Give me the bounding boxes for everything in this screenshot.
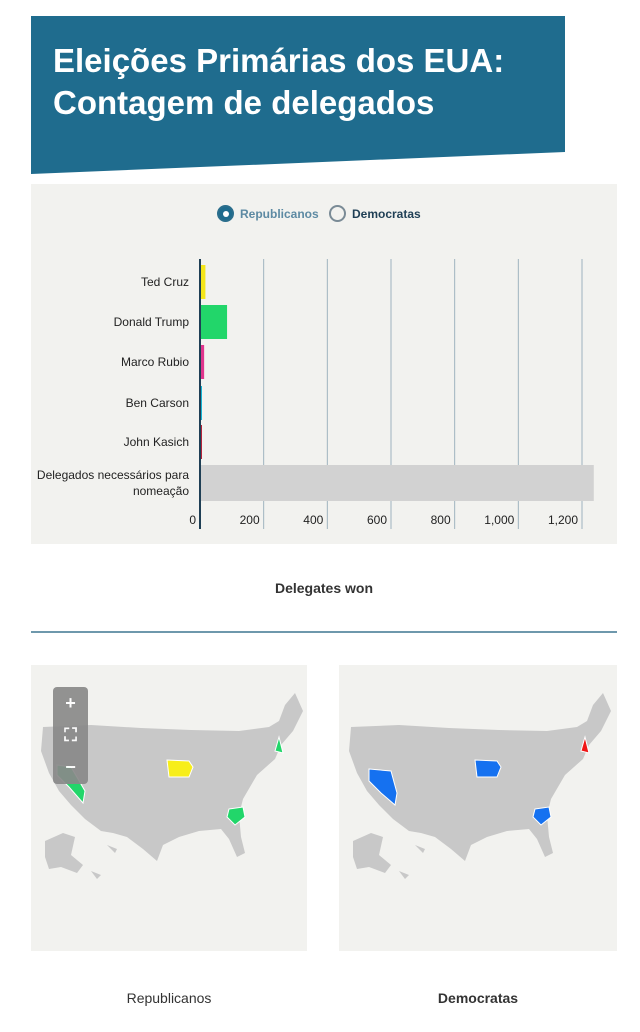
toggle-democrats-label: Democratas	[352, 206, 421, 221]
radio-republicans[interactable]	[217, 205, 234, 222]
map-zoom-controls: + ⛶ −	[53, 687, 88, 784]
page-title: Eleições Primárias dos EUA: Contagem de …	[53, 40, 504, 124]
map-republicans[interactable]: + ⛶ −	[31, 665, 307, 951]
x-tick-label: 800	[431, 513, 451, 527]
map-caption-democrats: Democratas	[437, 990, 519, 1006]
state-south-carolina	[532, 806, 552, 826]
title-line-2: Contagem de delegados	[53, 84, 435, 121]
toggle-democrats[interactable]: Democratas	[329, 205, 421, 222]
category-label: Ben Carson	[126, 396, 189, 410]
zoom-fit-button[interactable]: ⛶	[64, 724, 77, 745]
x-tick-label: 1,000	[484, 513, 514, 527]
bar	[200, 345, 205, 379]
title-line-1: Eleições Primárias dos EUA:	[53, 42, 505, 79]
zoom-out-button[interactable]: −	[65, 756, 76, 777]
x-tick-label: 0	[189, 513, 196, 527]
state-nevada	[368, 768, 398, 806]
toggle-republicans-label: Republicanos	[240, 206, 319, 221]
reference-label: nomeação	[133, 484, 189, 498]
x-tick-label: 600	[367, 513, 387, 527]
state-new-hampshire	[274, 735, 284, 754]
state-south-carolina	[226, 806, 246, 826]
banner-background	[31, 16, 565, 174]
chart-xlabel: Delegates won	[274, 580, 374, 596]
section-divider	[31, 631, 617, 633]
state-iowa	[166, 759, 194, 778]
category-label: John Kasich	[124, 435, 189, 449]
bar	[200, 265, 206, 299]
toggle-republicans[interactable]: Republicanos	[217, 205, 319, 222]
bar	[200, 305, 228, 339]
map-democrats[interactable]	[339, 665, 617, 951]
state-new-hampshire	[580, 735, 590, 754]
category-label: Donald Trump	[114, 315, 190, 329]
category-label: Marco Rubio	[121, 355, 189, 369]
reference-bar	[200, 465, 594, 501]
title-banner: Eleições Primárias dos EUA: Contagem de …	[31, 16, 565, 174]
reference-label: Delegados necessários para	[37, 468, 189, 482]
x-tick-label: 400	[303, 513, 323, 527]
us-map-democrats[interactable]	[339, 665, 617, 951]
map-caption-republicans: Republicanos	[126, 990, 212, 1006]
state-iowa	[474, 759, 502, 778]
zoom-in-button[interactable]: +	[65, 692, 76, 713]
category-label: Ted Cruz	[141, 275, 189, 289]
radio-democrats[interactable]	[329, 205, 346, 222]
bar-chart: 0 200 400 600 800 1,000 1,200 Ted Cruz Donald Tr…	[37, 259, 594, 529]
chart-panel: Republicanos Democratas 0 200 400 600 800 1,0…	[31, 184, 617, 544]
x-tick-label: 200	[240, 513, 260, 527]
x-tick-label: 1,200	[548, 513, 578, 527]
